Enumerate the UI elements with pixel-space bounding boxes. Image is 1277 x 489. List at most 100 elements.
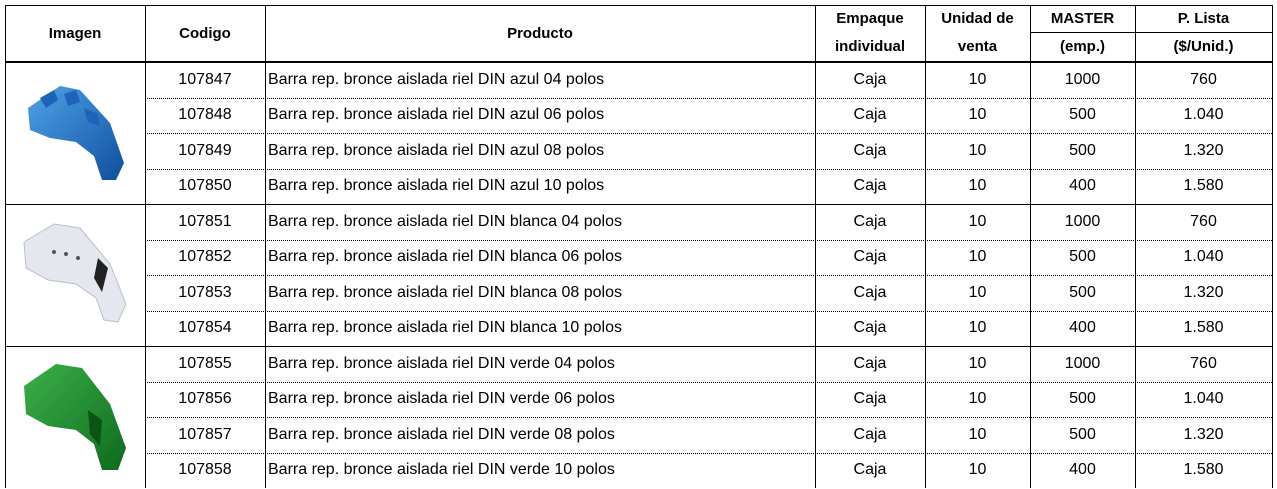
row-divider	[145, 133, 1272, 134]
header-cell: Unidad de	[941, 10, 1014, 27]
row-divider	[145, 275, 1272, 276]
column-border	[5, 5, 6, 488]
table-cell: 760	[1190, 212, 1217, 230]
table-cell: Caja	[853, 425, 887, 443]
table-cell: 107851	[178, 212, 232, 230]
header-divider	[1135, 32, 1272, 33]
product-image-white	[23, 223, 127, 323]
table-cell: 107852	[178, 248, 232, 266]
table-cell: 10	[968, 283, 987, 301]
row-divider	[145, 239, 1272, 241]
table-cell: 10	[968, 106, 987, 124]
table-cell: Caja	[853, 106, 887, 124]
table-cell: 500	[1069, 425, 1096, 443]
table-cell: 1000	[1064, 354, 1101, 372]
product-image-blue	[28, 86, 124, 180]
header-cell: venta	[957, 38, 998, 55]
row-divider	[145, 452, 1272, 454]
table-cell: 1.580	[1183, 319, 1224, 337]
table-cell: Caja	[853, 319, 887, 337]
table-cell: Barra rep. bronce aislada riel DIN azul …	[268, 141, 605, 159]
table-cell: 107850	[178, 177, 232, 195]
table-cell: Barra rep. bronce aislada riel DIN verde…	[268, 390, 615, 408]
table-cell: 400	[1069, 461, 1096, 479]
table-cell: Caja	[853, 177, 887, 195]
table-cell: 10	[968, 248, 987, 266]
table-cell: 10	[968, 390, 987, 408]
table-cell: 1000	[1064, 70, 1101, 88]
border	[5, 61, 1272, 63]
table-cell: 10	[968, 425, 987, 443]
row-divider	[145, 97, 1272, 99]
table-cell: 500	[1069, 390, 1096, 408]
header-cell: Producto	[507, 24, 573, 42]
row-divider	[145, 310, 1272, 312]
header-cell: MASTER	[1050, 10, 1115, 27]
table-cell: 500	[1069, 141, 1096, 159]
table-cell: 500	[1069, 106, 1096, 124]
table-cell: Caja	[853, 390, 887, 408]
border	[5, 5, 1272, 6]
table-cell: 500	[1069, 248, 1096, 266]
table-cell: 10	[968, 319, 987, 337]
header-cell: P. Lista	[1177, 10, 1230, 27]
group-border	[5, 346, 1272, 347]
header-cell: Empaque	[836, 10, 904, 27]
table-cell: 10	[968, 212, 987, 230]
column-border	[815, 5, 816, 488]
table-cell: Barra rep. bronce aislada riel DIN azul …	[268, 70, 605, 88]
table-cell: Caja	[853, 248, 887, 266]
table-cell: 1.320	[1183, 283, 1224, 301]
product-image-green	[24, 364, 126, 470]
table-cell: Caja	[853, 141, 887, 159]
table-cell: 107853	[178, 283, 232, 301]
table-cell: 760	[1190, 354, 1217, 372]
header-cell: Imagen	[48, 24, 102, 42]
table-cell: 10	[968, 354, 987, 372]
table-cell: 107849	[178, 141, 232, 159]
table-cell: Barra rep. bronce aislada riel DIN blanc…	[268, 319, 622, 337]
table-cell: Barra rep. bronce aislada riel DIN verde…	[268, 461, 615, 479]
table-cell: 1.040	[1183, 248, 1224, 266]
table-cell: Barra rep. bronce aislada riel DIN verde…	[268, 425, 615, 443]
table-cell: 10	[968, 177, 987, 195]
table-cell: 107855	[178, 354, 232, 372]
table-cell: 400	[1069, 319, 1096, 337]
table-cell: Caja	[853, 354, 887, 372]
table-cell: 107847	[178, 70, 232, 88]
table-cell: 107854	[178, 319, 232, 337]
column-border	[1272, 5, 1273, 488]
table-cell: Caja	[853, 70, 887, 88]
table-cell: 107848	[178, 106, 232, 124]
row-divider	[145, 381, 1272, 383]
table-cell: 400	[1069, 177, 1096, 195]
table-cell: Caja	[853, 283, 887, 301]
table-cell: Caja	[853, 212, 887, 230]
table-cell: 10	[968, 461, 987, 479]
column-border	[1030, 5, 1031, 488]
table-cell: Barra rep. bronce aislada riel DIN blanc…	[268, 283, 622, 301]
table-cell: 107856	[178, 390, 232, 408]
table-cell: 10	[968, 70, 987, 88]
table-cell: 1000	[1064, 212, 1101, 230]
table-cell: 1.580	[1183, 461, 1224, 479]
column-border	[265, 5, 266, 488]
header-cell: ($/Unid.)	[1173, 38, 1234, 55]
table-cell: Barra rep. bronce aislada riel DIN blanc…	[268, 248, 622, 266]
header-divider	[1030, 32, 1135, 33]
table-cell: 107857	[178, 425, 232, 443]
header-cell: Codigo	[179, 24, 231, 42]
table-cell: Caja	[853, 461, 887, 479]
table-cell: Barra rep. bronce aislada riel DIN verde…	[268, 354, 615, 372]
table-cell: Barra rep. bronce aislada riel DIN azul …	[268, 177, 605, 195]
group-border	[5, 204, 1272, 205]
table-cell: 10	[968, 141, 987, 159]
table-cell: 500	[1069, 283, 1096, 301]
table-cell: 1.320	[1183, 141, 1224, 159]
table-cell: 760	[1190, 70, 1217, 88]
table-cell: 1.040	[1183, 106, 1224, 124]
column-border	[1135, 5, 1136, 488]
row-divider	[145, 168, 1272, 170]
column-border	[145, 5, 146, 488]
